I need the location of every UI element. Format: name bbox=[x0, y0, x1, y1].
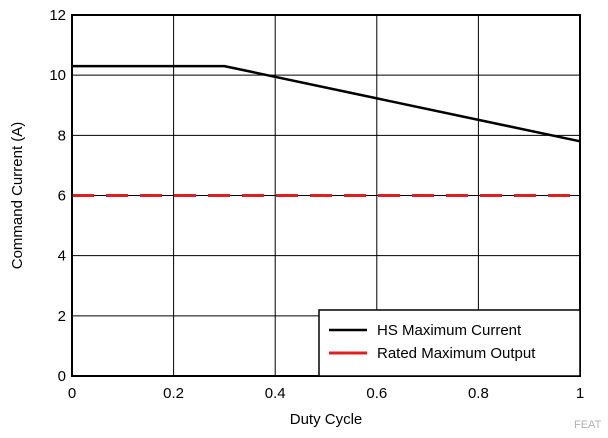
x-tick-label: 0.6 bbox=[366, 385, 387, 402]
x-tick-label: 0.2 bbox=[163, 385, 184, 402]
series-layer bbox=[72, 64, 581, 197]
y-tick-label: 4 bbox=[58, 248, 66, 265]
y-tick-label: 6 bbox=[58, 188, 66, 205]
x-tick-label: 0.4 bbox=[265, 385, 286, 402]
x-tick-labels: 0 0.2 0.4 0.6 0.8 1 bbox=[68, 385, 584, 402]
legend: HS Maximum Current Rated Maximum Output bbox=[318, 309, 581, 377]
y-tick-label: 0 bbox=[58, 368, 66, 385]
y-tick-label: 12 bbox=[49, 7, 66, 24]
series-line-0 bbox=[72, 64, 581, 143]
x-tick-label: 1 bbox=[576, 385, 584, 402]
x-tick-label: 0.8 bbox=[468, 385, 489, 402]
watermark-text: FEAT bbox=[574, 419, 602, 431]
legend-entry: HS Maximum Current bbox=[377, 322, 522, 339]
y-axis-label: Command Current (A) bbox=[9, 122, 26, 270]
legend-box bbox=[318, 309, 581, 377]
y-tick-label: 10 bbox=[49, 67, 66, 84]
x-axis-label: Duty Cycle bbox=[290, 411, 363, 428]
x-tick-label: 0 bbox=[68, 385, 76, 402]
y-tick-label: 8 bbox=[58, 127, 66, 144]
legend-entry: Rated Maximum Output bbox=[377, 345, 536, 362]
y-tick-labels: 0 2 4 6 8 10 12 bbox=[49, 7, 66, 385]
y-tick-label: 2 bbox=[58, 308, 66, 325]
